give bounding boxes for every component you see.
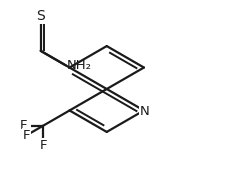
Text: F: F <box>39 138 47 152</box>
Text: N: N <box>139 105 149 118</box>
Text: F: F <box>20 119 27 132</box>
Text: F: F <box>23 129 30 142</box>
Text: S: S <box>36 9 45 23</box>
Text: NH₂: NH₂ <box>67 59 92 72</box>
